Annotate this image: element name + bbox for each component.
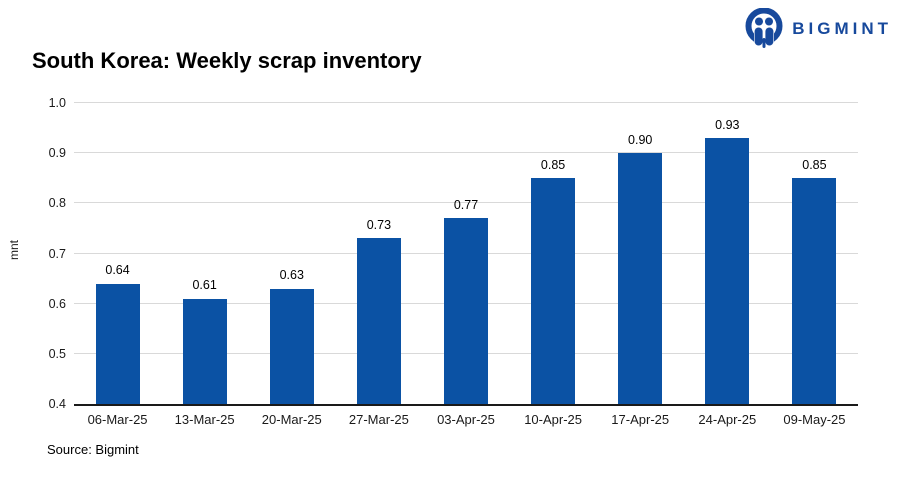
bar-chart-plot-area: 0.4 0.5 0.6 0.7 0.8 0.9 1.0 0.64 06-Mar-25 0.61 13… [49,97,858,426]
x-axis-tick-label: 20-Mar-25 [261,412,322,427]
y-axis-tick-label: 0.6 [48,296,66,311]
bar-value-label: 0.61 [192,278,217,293]
bar-value-label: 0.77 [453,197,479,212]
x-axis-tick-label: 09-May-25 [783,412,846,427]
x-axis-tick-label: 03-Apr-25 [437,412,495,427]
x-axis-tick-label: 06-Mar-25 [87,412,148,427]
bar [618,153,663,404]
y-axis-tick-label: 0.4 [48,397,66,411]
source-note: Source: Bigmint [47,442,139,457]
x-axis-tick-label: 13-Mar-25 [174,412,235,427]
bar [182,298,227,404]
bar-value-label: 0.63 [279,268,304,283]
bar-value-label: 0.93 [715,117,740,132]
bar [95,283,140,404]
bigmint-logo-text: BIGMINT [792,19,892,38]
bar [705,138,750,404]
y-axis-title: mnt [7,240,21,261]
bar [792,178,837,404]
bigmint-logo-icon [745,7,783,50]
chart-title: South Korea: Weekly scrap inventory [32,48,422,73]
bar-value-label: 0.64 [105,263,130,278]
bar [444,218,488,404]
gridline [74,102,858,103]
bar-value-label: 0.73 [366,217,392,232]
gridline [74,202,858,204]
gridline [74,152,858,154]
bigmint-logo: BIGMINT [745,7,892,50]
y-axis-tick-label: 0.9 [48,146,66,161]
bar [356,238,401,404]
y-axis-tick-label: 0.7 [48,246,66,261]
x-axis-tick-label: 17-Apr-25 [611,412,670,427]
bar [269,288,314,404]
y-axis-tick-label: 0.5 [48,346,66,361]
y-axis-tick-label: 0.8 [48,196,66,211]
bar-value-label: 0.85 [540,157,566,172]
x-axis-tick-label: 27-Mar-25 [348,412,409,427]
bar-value-label: 0.85 [802,157,827,172]
x-axis-tick-label: 24-Apr-25 [698,412,757,427]
bar [531,178,576,404]
bar-value-label: 0.90 [628,132,653,147]
y-axis-tick-label: 1.0 [48,96,66,110]
x-axis-tick-label: 10-Apr-25 [524,412,582,427]
